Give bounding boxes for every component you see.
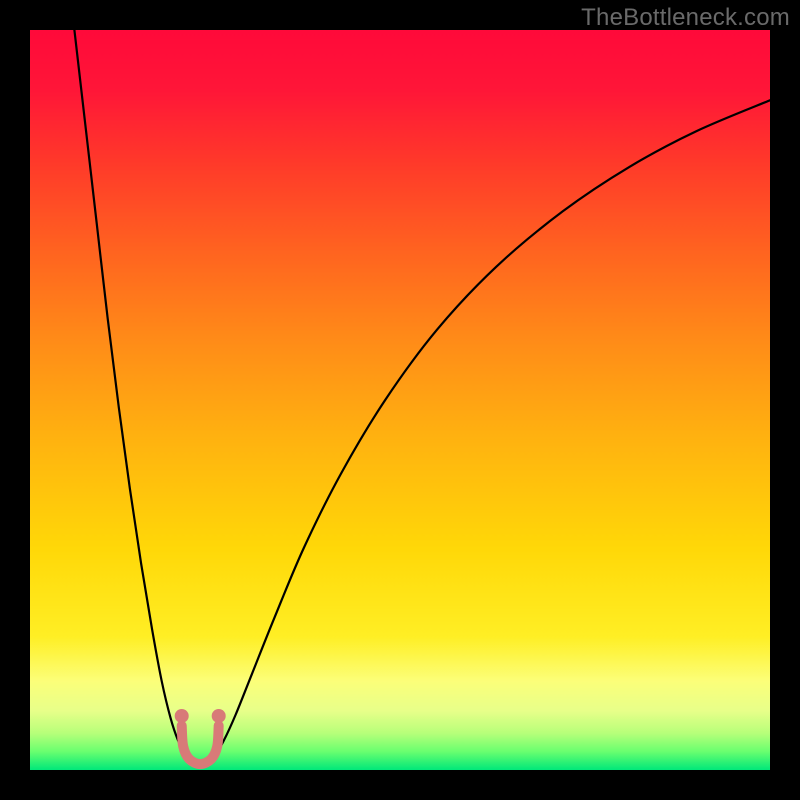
plot-area <box>30 30 770 770</box>
chart-frame: TheBottleneck.com <box>0 0 800 800</box>
bottleneck-curve <box>74 30 770 762</box>
trough-dot <box>175 709 189 723</box>
curve-layer <box>30 30 770 770</box>
watermark-text: TheBottleneck.com <box>581 0 800 32</box>
trough-dot <box>212 709 226 723</box>
trough-u-glyph <box>182 726 219 764</box>
